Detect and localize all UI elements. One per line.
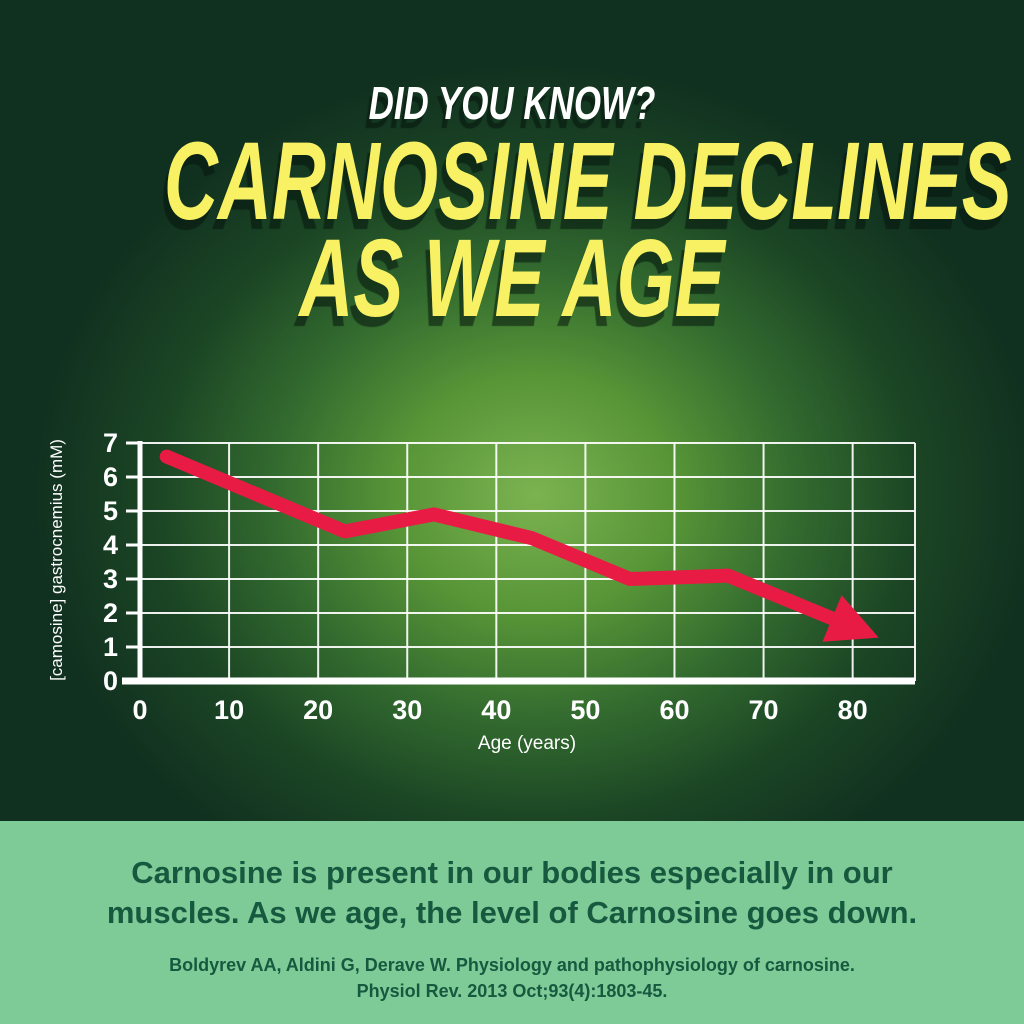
kicker-text: DID YOU KNOW? bbox=[368, 77, 656, 129]
svg-text:0: 0 bbox=[132, 695, 147, 725]
svg-text:1: 1 bbox=[103, 632, 118, 662]
svg-text:2: 2 bbox=[103, 598, 118, 628]
svg-text:5: 5 bbox=[103, 496, 118, 526]
svg-text:3: 3 bbox=[103, 564, 118, 594]
x-axis-title: Age (years) bbox=[478, 733, 576, 754]
citation: Boldyrev AA, Aldini G, Derave W. Physiol… bbox=[102, 952, 922, 1004]
svg-text:30: 30 bbox=[392, 695, 422, 725]
svg-text:6: 6 bbox=[103, 462, 118, 492]
svg-text:70: 70 bbox=[749, 695, 779, 725]
carnosine-chart: 0 1 2 3 4 5 6 7 0 10 20 30 40 50 60 70 80 Age (years) [… bbox=[30, 405, 950, 775]
x-tick-labels: 0 10 20 30 40 50 60 70 80 bbox=[132, 695, 867, 725]
y-tick-labels: 0 1 2 3 4 5 6 7 bbox=[103, 428, 118, 696]
footer-band: Carnosine is present in our bodies espec… bbox=[0, 821, 1024, 1024]
main-title: CARNOSINE DECLINES AS WE AGE bbox=[164, 127, 1012, 334]
main-title-line2: AS WE AGE bbox=[299, 216, 725, 340]
poster-top-section: DID YOU KNOW? CARNOSINE DECLINES AS WE A… bbox=[0, 0, 1024, 821]
svg-text:40: 40 bbox=[481, 695, 511, 725]
svg-text:60: 60 bbox=[659, 695, 689, 725]
svg-text:0: 0 bbox=[103, 666, 118, 696]
carnosine-chart-svg: 0 1 2 3 4 5 6 7 0 10 20 30 40 50 60 70 80 Age (years) [… bbox=[47, 428, 916, 754]
y-axis-title: [camosine] gastrocnemius (mM) bbox=[47, 439, 66, 681]
main-title-line1: CARNOSINE DECLINES bbox=[163, 120, 1012, 243]
svg-text:80: 80 bbox=[838, 695, 868, 725]
chart-grid bbox=[126, 441, 916, 683]
svg-text:20: 20 bbox=[303, 695, 333, 725]
citation-line2: Physiol Rev. 2013 Oct;93(4):1803-45. bbox=[356, 981, 668, 1002]
carnosine-trend-line bbox=[159, 449, 879, 642]
footer-message: Carnosine is present in our bodies espec… bbox=[106, 855, 918, 930]
svg-text:10: 10 bbox=[214, 695, 244, 725]
svg-text:50: 50 bbox=[570, 695, 600, 725]
svg-text:7: 7 bbox=[103, 428, 118, 458]
svg-text:4: 4 bbox=[103, 530, 118, 560]
citation-line1: Boldyrev AA, Aldini G, Derave W. Physiol… bbox=[169, 955, 855, 976]
